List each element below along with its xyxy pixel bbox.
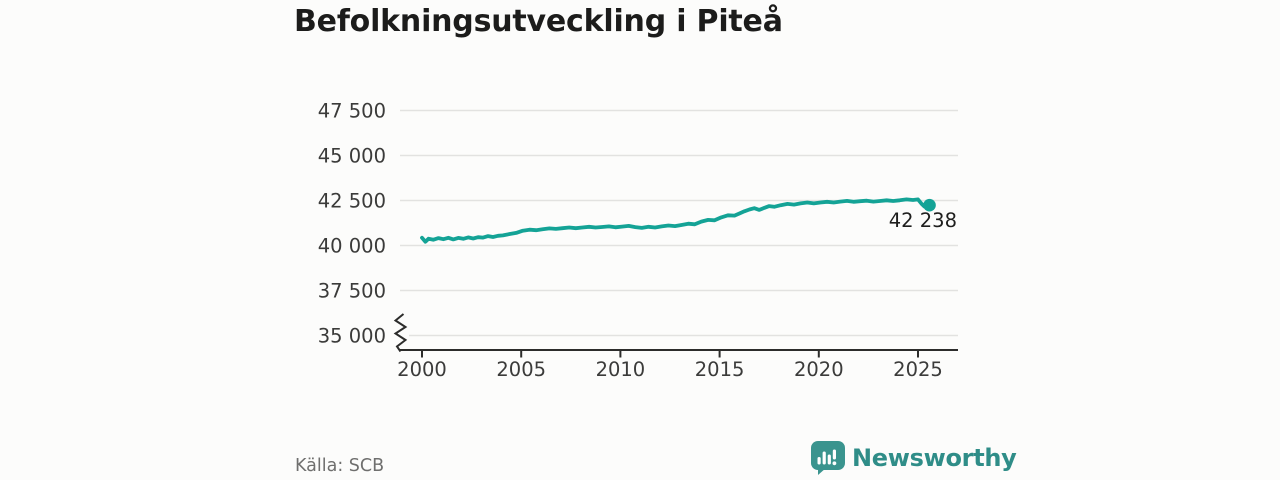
x-tick-label: 2010	[596, 358, 646, 381]
chart-title: Befolkningsutveckling i Piteå	[294, 4, 783, 39]
axis-break-icon	[393, 313, 408, 353]
x-tick-label: 2020	[794, 358, 844, 381]
y-tick-label: 42 500	[318, 190, 386, 213]
x-tick-label: 2000	[397, 358, 447, 381]
x-tick-label: 2025	[893, 358, 943, 381]
x-axis	[399, 343, 958, 351]
source-note: Källa: SCB	[295, 456, 385, 476]
newsworthy-logo: Newsworthy	[811, 441, 1017, 475]
y-tick-label: 37 500	[318, 280, 386, 303]
newsworthy-logo-icon	[811, 441, 845, 475]
x-tick-label: 2015	[695, 358, 745, 381]
y-tick-label: 47 500	[318, 100, 386, 123]
y-tick-label: 40 000	[318, 235, 386, 258]
end-point-dot	[923, 198, 936, 212]
x-tick-label: 2005	[496, 358, 546, 381]
y-tick-label: 35 000	[318, 325, 386, 348]
population-line	[420, 197, 932, 244]
end-value-label: 42 238	[889, 209, 957, 232]
newsworthy-logo-text: Newsworthy	[852, 444, 1017, 472]
y-tick-label: 45 000	[318, 145, 386, 168]
